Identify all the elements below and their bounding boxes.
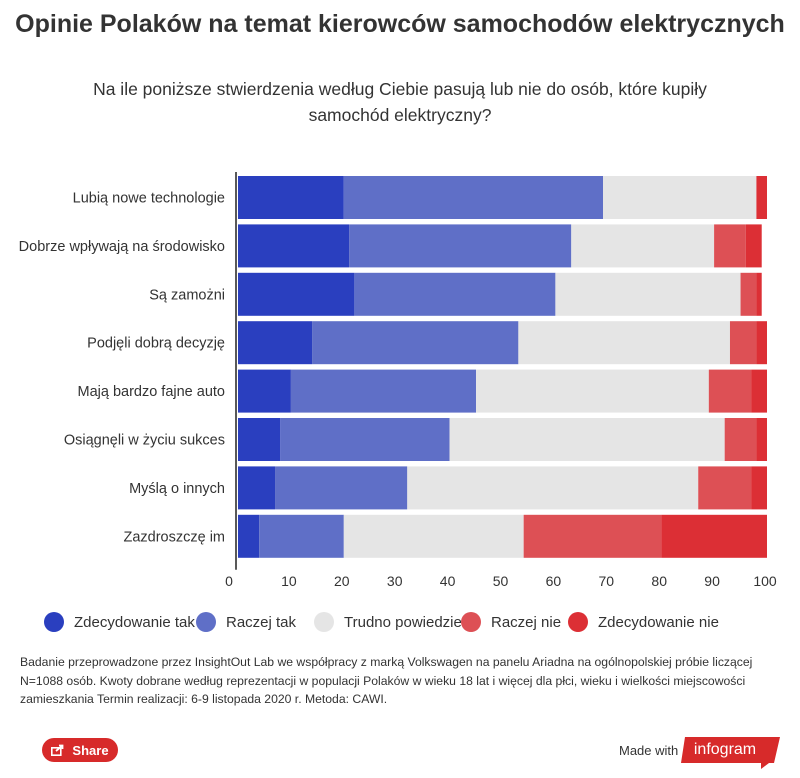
legend-item-trudno-powiedziec[interactable]: Trudno powiedzieć bbox=[314, 612, 469, 632]
bar-raczej-nie-mysla-o-innych[interactable] bbox=[698, 466, 752, 510]
share-label: Share bbox=[72, 742, 109, 758]
bar-zdecydowanie-nie-lubia-nowe-technologie[interactable] bbox=[756, 176, 767, 219]
methodology-note: Badanie przeprowadzone przez InsightOut … bbox=[20, 655, 753, 706]
legend-label: Raczej tak bbox=[226, 613, 297, 631]
x-tick-label: 90 bbox=[704, 573, 720, 589]
bar-zdecydowanie-nie-maja-bardzo-fajne-auto[interactable] bbox=[751, 369, 767, 413]
bar-trudno-powiedziec-lubia-nowe-technologie[interactable] bbox=[603, 176, 757, 219]
x-tick-label: 40 bbox=[440, 573, 456, 589]
category-label-zazdroszcze-im: Zazdroszczę im bbox=[123, 529, 225, 545]
bar-trudno-powiedziec-sa-zamozni[interactable] bbox=[555, 272, 741, 316]
category-label-dobrze-wplywaja-na-srodowisko: Dobrze wpływają na środowisko bbox=[19, 239, 225, 255]
legend-swatch bbox=[568, 612, 588, 632]
category-label-podjeli-dobra-decyzje: Podjęli dobrą decyzję bbox=[87, 336, 225, 352]
legend-swatch bbox=[461, 612, 481, 632]
bar-zdecydowanie-tak-podjeli-dobra-decyzje[interactable] bbox=[238, 321, 313, 365]
bar-trudno-powiedziec-maja-bardzo-fajne-auto[interactable] bbox=[476, 369, 709, 413]
bar-raczej-tak-mysla-o-innych[interactable] bbox=[275, 466, 408, 510]
legend-item-zdecydowanie-tak[interactable]: Zdecydowanie tak bbox=[44, 612, 195, 632]
stacked-bar-chart: Lubią nowe technologie Dobrze wpływają na… bbox=[19, 172, 777, 589]
infogram-logo-text: infogram bbox=[693, 741, 757, 758]
legend-label: Trudno powiedzieć bbox=[344, 613, 470, 631]
bar-raczej-tak-maja-bardzo-fajne-auto[interactable] bbox=[290, 369, 477, 413]
bar-zdecydowanie-nie-osiagneli-w-zyciu-sukces[interactable] bbox=[756, 418, 767, 461]
chart-subtitle: Na ile poniższe stwierdzenia według Cieb… bbox=[93, 79, 707, 125]
legend-item-zdecydowanie-nie[interactable]: Zdecydowanie nie bbox=[568, 612, 719, 632]
bar-zdecydowanie-tak-sa-zamozni[interactable] bbox=[238, 272, 355, 316]
bar-raczej-tak-sa-zamozni[interactable] bbox=[354, 272, 556, 316]
legend-label: Raczej nie bbox=[491, 613, 562, 631]
x-tick-label: 70 bbox=[599, 573, 615, 589]
share-icon bbox=[51, 744, 64, 756]
bar-trudno-powiedziec-osiagneli-w-zyciu-sukces[interactable] bbox=[449, 418, 725, 461]
bar-zdecydowanie-nie-podjeli-dobra-decyzje[interactable] bbox=[756, 321, 767, 365]
bar-zdecydowanie-tak-dobrze-wplywaja-na-srodowisko[interactable] bbox=[238, 224, 350, 268]
bar-raczej-tak-lubia-nowe-technologie[interactable] bbox=[343, 176, 604, 219]
bar-raczej-nie-podjeli-dobra-decyzje[interactable] bbox=[729, 321, 757, 365]
share-button[interactable]: Share bbox=[42, 738, 118, 762]
infogram-logo[interactable]: infogram bbox=[681, 736, 782, 770]
x-tick-label: 50 bbox=[493, 573, 509, 589]
bar-raczej-nie-sa-zamozni[interactable] bbox=[740, 272, 757, 316]
x-tick-label: 20 bbox=[334, 573, 350, 589]
bar-zdecydowanie-nie-zazdroszcze-im[interactable] bbox=[661, 514, 767, 558]
category-label-lubia-nowe-technologie: Lubią nowe technologie bbox=[73, 191, 225, 207]
bar-raczej-tak-podjeli-dobra-decyzje[interactable] bbox=[312, 321, 519, 365]
x-tick-label: 0 bbox=[225, 573, 233, 589]
category-label-sa-zamozni: Są zamożni bbox=[149, 287, 225, 303]
bar-raczej-tak-dobrze-wplywaja-na-srodowisko[interactable] bbox=[349, 224, 572, 268]
x-tick-label: 60 bbox=[546, 573, 562, 589]
bar-zdecydowanie-nie-dobrze-wplywaja-na-srodowisko[interactable] bbox=[745, 224, 762, 268]
bar-raczej-nie-osiagneli-w-zyciu-sukces[interactable] bbox=[724, 418, 757, 461]
legend-swatch bbox=[44, 612, 64, 632]
category-label-osiagneli-w-zyciu-sukces: Osiągnęli w życiu sukces bbox=[64, 433, 225, 449]
bar-trudno-powiedziec-podjeli-dobra-decyzje[interactable] bbox=[518, 321, 730, 365]
x-tick-label: 10 bbox=[281, 573, 297, 589]
x-tick-label: 80 bbox=[651, 573, 667, 589]
bar-trudno-powiedziec-dobrze-wplywaja-na-srodowisko[interactable] bbox=[571, 224, 715, 268]
bar-zdecydowanie-tak-zazdroszcze-im[interactable] bbox=[238, 514, 260, 558]
legend-label: Zdecydowanie nie bbox=[598, 613, 719, 631]
category-label-maja-bardzo-fajne-auto: Mają bardzo fajne auto bbox=[77, 384, 225, 400]
bar-zdecydowanie-tak-osiagneli-w-zyciu-sukces[interactable] bbox=[238, 418, 281, 461]
legend-label: Zdecydowanie tak bbox=[74, 613, 195, 631]
bar-raczej-tak-zazdroszcze-im[interactable] bbox=[259, 514, 344, 558]
bar-zdecydowanie-tak-maja-bardzo-fajne-auto[interactable] bbox=[238, 369, 291, 413]
bar-zdecydowanie-nie-mysla-o-innych[interactable] bbox=[751, 466, 767, 510]
bar-raczej-nie-zazdroszcze-im[interactable] bbox=[523, 514, 662, 558]
x-tick-label: 30 bbox=[387, 573, 403, 589]
bar-raczej-nie-maja-bardzo-fajne-auto[interactable] bbox=[708, 369, 752, 413]
bar-zdecydowanie-tak-mysla-o-innych[interactable] bbox=[238, 466, 276, 510]
bar-trudno-powiedziec-mysla-o-innych[interactable] bbox=[407, 466, 699, 510]
bar-zdecydowanie-tak-lubia-nowe-technologie[interactable] bbox=[238, 176, 344, 219]
made-with-text: Made with bbox=[619, 743, 679, 758]
bar-raczej-tak-osiagneli-w-zyciu-sukces[interactable] bbox=[280, 418, 450, 461]
bar-raczej-nie-dobrze-wplywaja-na-srodowisko[interactable] bbox=[714, 224, 746, 268]
legend-swatch bbox=[314, 612, 334, 632]
bar-trudno-powiedziec-zazdroszcze-im[interactable] bbox=[343, 514, 524, 558]
infogram-logo-shape bbox=[681, 737, 780, 769]
category-label-mysla-o-innych: Myślą o innych bbox=[129, 481, 225, 497]
bar-zdecydowanie-nie-sa-zamozni[interactable] bbox=[756, 272, 762, 316]
legend-item-raczej-tak[interactable]: Raczej tak bbox=[196, 612, 296, 632]
legend-item-raczej-nie[interactable]: Raczej nie bbox=[461, 612, 561, 632]
x-tick-label: 100 bbox=[753, 573, 777, 589]
chart-title: Opinie Polaków na temat kierowców samoch… bbox=[15, 10, 785, 38]
legend-swatch bbox=[196, 612, 216, 632]
